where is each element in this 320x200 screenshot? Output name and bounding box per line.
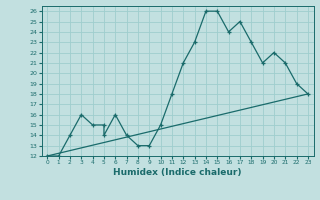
X-axis label: Humidex (Indice chaleur): Humidex (Indice chaleur) <box>113 168 242 177</box>
